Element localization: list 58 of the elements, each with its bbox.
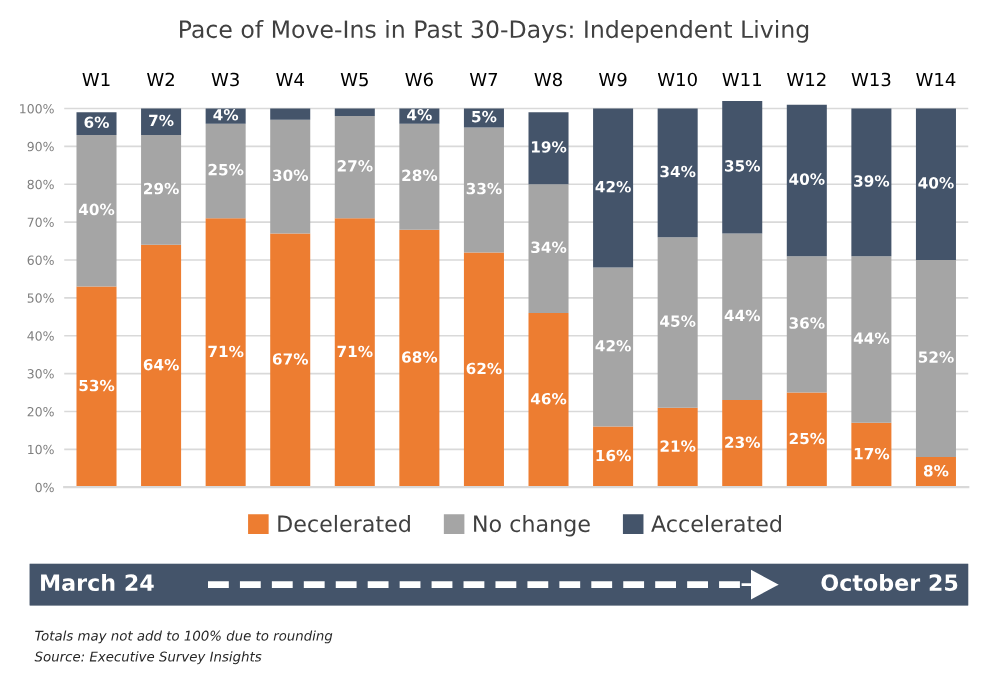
bar xyxy=(657,407,698,488)
bar xyxy=(399,123,440,230)
bar xyxy=(270,233,311,488)
bar xyxy=(76,135,117,287)
bar xyxy=(141,135,182,245)
x-tick-label: W12 xyxy=(786,72,826,87)
bar xyxy=(463,127,504,253)
x-tick-label: W8 xyxy=(534,72,562,87)
bar xyxy=(722,233,763,401)
bar xyxy=(528,184,569,313)
x-tick-label: W6 xyxy=(405,72,433,87)
bar xyxy=(786,104,827,257)
x-tick-label: W1 xyxy=(82,72,110,87)
x-tick-label: W9 xyxy=(599,72,627,87)
bar xyxy=(657,237,698,408)
x-tick-label: W4 xyxy=(276,72,304,87)
bar xyxy=(270,108,311,120)
bar xyxy=(141,108,182,135)
x-tick-label: W10 xyxy=(657,72,697,87)
x-tick-label: W11 xyxy=(722,72,761,87)
x-tick-label: W3 xyxy=(211,72,239,87)
bar xyxy=(851,422,892,488)
bar xyxy=(76,112,117,135)
bar xyxy=(205,218,246,488)
bar xyxy=(786,256,827,393)
bar xyxy=(76,286,117,488)
bar xyxy=(915,108,956,260)
x-tick-label: W2 xyxy=(147,72,174,87)
bar xyxy=(528,112,569,185)
bar xyxy=(851,256,892,423)
bar xyxy=(722,100,763,234)
bar xyxy=(593,108,634,268)
bar xyxy=(851,108,892,257)
legend-label: Accelerated xyxy=(651,514,781,533)
x-tick-label: W14 xyxy=(916,72,956,87)
bar xyxy=(463,252,504,488)
bar xyxy=(528,313,569,488)
bar xyxy=(657,108,698,238)
bar xyxy=(270,119,311,234)
x-tick-label: W13 xyxy=(851,72,891,87)
x-tick-label: W7 xyxy=(469,72,498,87)
bar xyxy=(334,108,375,117)
bar xyxy=(786,392,827,488)
bar xyxy=(141,244,182,488)
text: March 24 xyxy=(41,573,154,592)
bar xyxy=(205,123,246,219)
chart-title: Pace of Move-Ins in Past 30-Days: Independent Living xyxy=(180,19,809,43)
legend-label: Decelerated xyxy=(278,514,410,533)
bar xyxy=(593,426,634,488)
bar xyxy=(593,267,634,427)
text: October 25 xyxy=(821,573,958,592)
legend-label: No change xyxy=(474,514,590,537)
bar xyxy=(722,400,763,488)
bar xyxy=(915,259,956,457)
bar xyxy=(334,218,375,488)
bar xyxy=(334,116,375,219)
bar xyxy=(399,229,440,488)
x-tick-label: W5 xyxy=(340,72,368,87)
